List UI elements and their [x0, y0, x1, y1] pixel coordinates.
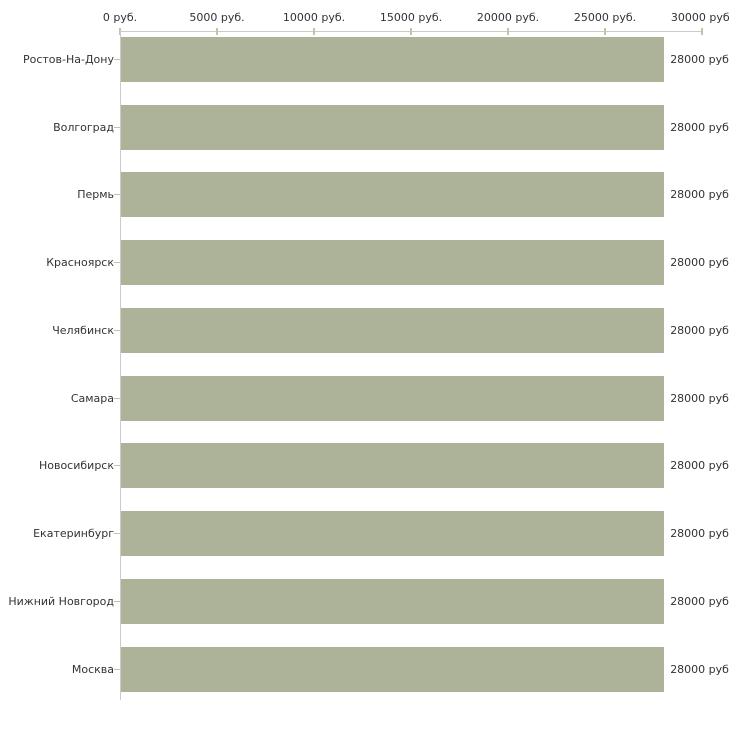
bar [121, 375, 665, 421]
category-label: Москва [71, 662, 114, 676]
chart-row: Волгоград 28000 руб. [0, 93, 730, 161]
y-axis-line [120, 31, 121, 700]
chart-row: Красноярск 28000 руб. [0, 229, 730, 297]
chart-row: Москва 28000 руб. [0, 635, 730, 703]
x-axis-tick-label: 25000 руб. [573, 11, 637, 24]
x-axis-tick-mark [604, 28, 606, 35]
category-label: Нижний Новгород [8, 594, 114, 608]
category-tick-mark [114, 465, 120, 467]
category-tick-mark [114, 126, 120, 128]
category-label: Пермь [77, 188, 114, 202]
category-tick-mark [114, 600, 120, 602]
category-tick-mark [114, 58, 120, 60]
bar-rows: Ростов-На-Дону 28000 руб. Волгоград 2800… [0, 26, 730, 704]
chart-row: Новосибирск 28000 руб. [0, 432, 730, 500]
category-label: Ростов-На-Дону [22, 52, 114, 66]
bar [121, 307, 665, 353]
category-tick-mark [114, 533, 120, 535]
value-label: 28000 руб. [670, 662, 730, 676]
category-tick-mark [114, 668, 120, 670]
x-axis-tick-label: 30000 руб. [670, 11, 730, 24]
x-axis-tick-label: 20000 руб. [476, 11, 540, 24]
x-axis-tick-label: 15000 руб. [379, 11, 443, 24]
category-label: Красноярск [46, 256, 114, 270]
bar [121, 578, 665, 624]
category-label: Новосибирск [38, 459, 114, 473]
x-axis-tick-mark [410, 28, 412, 35]
x-axis-tick-label: 10000 руб. [282, 11, 346, 24]
x-axis-tick-mark [216, 28, 218, 35]
value-label: 28000 руб. [670, 188, 730, 202]
chart-row: Нижний Новгород 28000 руб. [0, 568, 730, 636]
category-label: Екатеринбург [33, 527, 114, 541]
bar [121, 172, 665, 218]
category-tick-mark [114, 194, 120, 196]
x-axis-tick-mark [507, 28, 509, 35]
chart-row: Екатеринбург 28000 руб. [0, 500, 730, 568]
value-label: 28000 руб. [670, 52, 730, 66]
bar [121, 36, 665, 82]
chart-row: Челябинск 28000 руб. [0, 297, 730, 365]
value-label: 28000 руб. [670, 256, 730, 270]
value-label: 28000 руб. [670, 391, 730, 405]
value-label: 28000 руб. [670, 459, 730, 473]
chart-row: Самара 28000 руб. [0, 364, 730, 432]
category-label: Самара [70, 391, 114, 405]
chart-row: Ростов-На-Дону 28000 руб. [0, 26, 730, 94]
bar [121, 104, 665, 150]
category-tick-mark [114, 329, 120, 331]
x-axis-tick-label: 5000 руб. [189, 11, 245, 24]
bar [121, 443, 665, 489]
chart-row: Пермь 28000 руб. [0, 161, 730, 229]
value-label: 28000 руб. [670, 527, 730, 541]
bar [121, 646, 665, 692]
category-tick-mark [114, 262, 120, 264]
x-axis-tick-mark [701, 28, 703, 35]
value-label: 28000 руб. [670, 594, 730, 608]
category-tick-mark [114, 397, 120, 399]
value-label: 28000 руб. [670, 120, 730, 134]
category-label: Волгоград [53, 120, 114, 134]
x-axis-tick-label: 0 руб. [102, 11, 138, 24]
x-axis-tick-mark [313, 28, 315, 35]
category-label: Челябинск [52, 323, 114, 337]
bar [121, 511, 665, 557]
value-label: 28000 руб. [670, 323, 730, 337]
bar [121, 240, 665, 286]
